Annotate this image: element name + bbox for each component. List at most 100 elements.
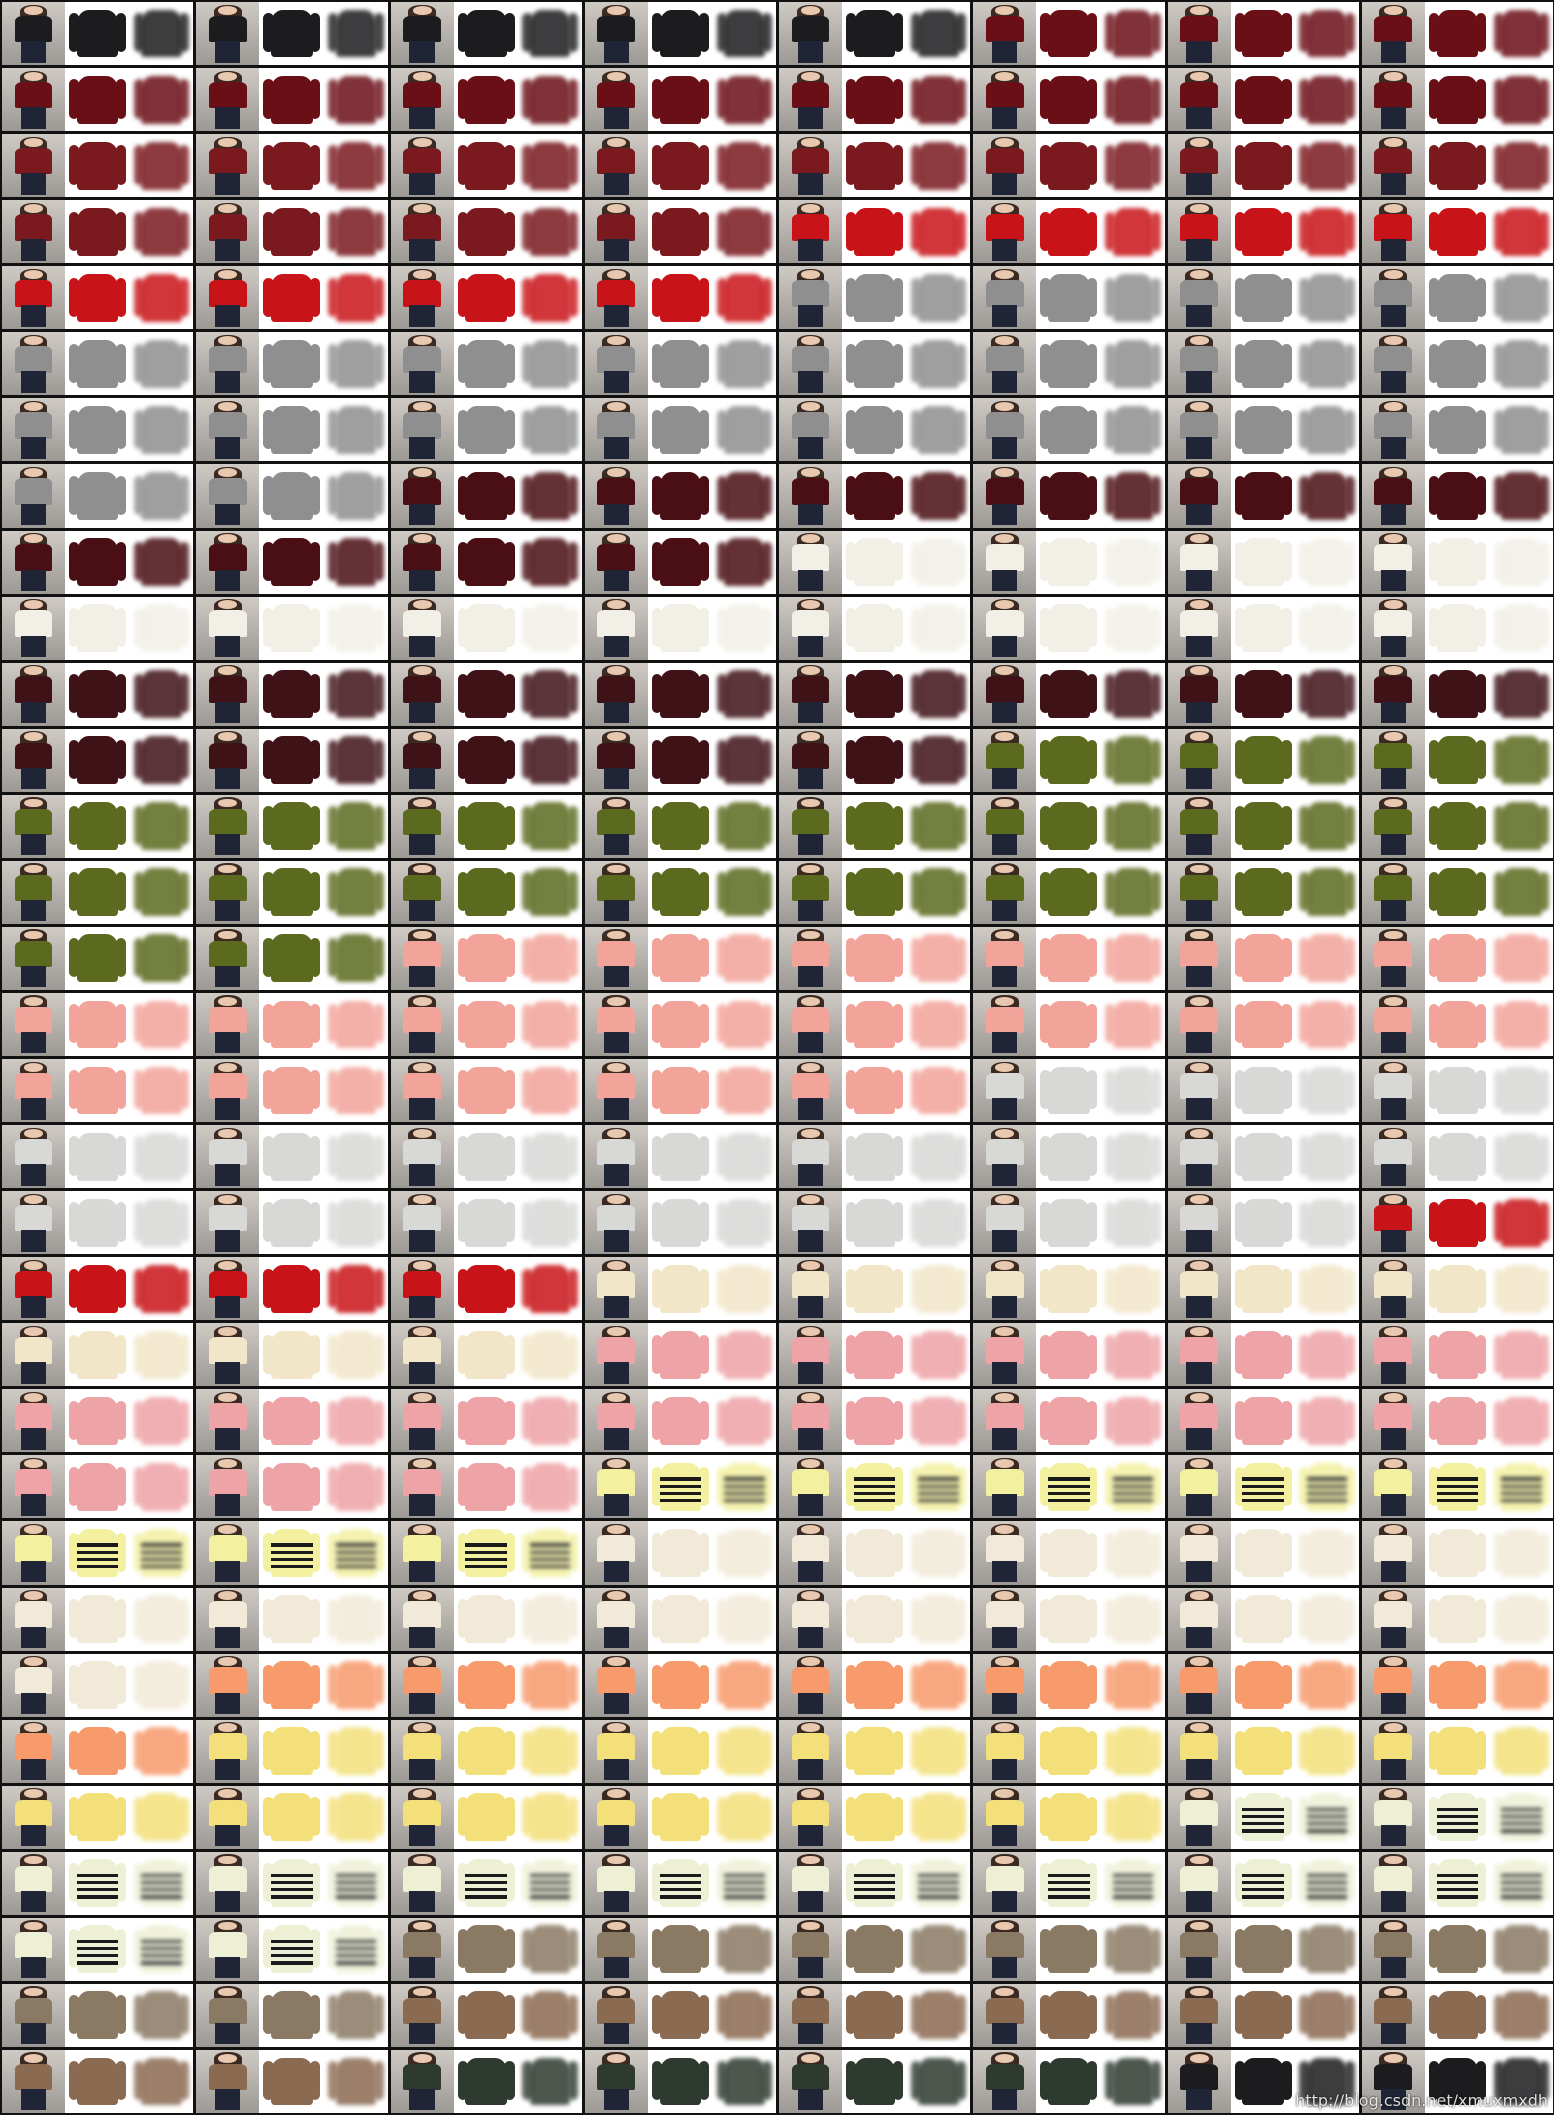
model-photo [390, 2, 454, 66]
garment-shape [1501, 934, 1542, 983]
model-top [985, 346, 1024, 373]
model-legs [992, 41, 1018, 63]
garment-shape [76, 736, 119, 785]
model-head [218, 1327, 238, 1336]
garment-shape [918, 1132, 959, 1181]
model-top [791, 874, 830, 902]
garment-shape [76, 604, 119, 653]
model-head [995, 468, 1015, 478]
product-photo [259, 2050, 324, 2113]
product-photo [1425, 1521, 1490, 1584]
model-legs [992, 1560, 1018, 1582]
sample-cell [194, 2047, 390, 2115]
garment-stripe [1436, 1829, 1479, 1833]
model-legs [603, 1098, 629, 1120]
garment-shape [1501, 1000, 1542, 1049]
sample-cell [1359, 1585, 1554, 1653]
model-legs [215, 569, 241, 592]
model-photo [779, 1983, 843, 2047]
generated-photo [1296, 332, 1359, 395]
sleeve-right [892, 343, 904, 383]
sample-cell [194, 594, 390, 662]
sleeve-right [504, 13, 515, 53]
sample-cell [0, 0, 196, 68]
generated-photo [713, 1786, 776, 1849]
product-photo [648, 1125, 713, 1188]
model-top [403, 1403, 441, 1430]
model-top [403, 280, 441, 307]
model-photo [973, 68, 1037, 132]
product-photo [842, 1654, 907, 1717]
sample-cell [971, 726, 1167, 794]
model-legs [215, 305, 241, 327]
model-head [412, 1393, 432, 1402]
garment-stripe [335, 1564, 377, 1569]
model-top [14, 1799, 53, 1827]
garment-shape [918, 9, 959, 58]
model-photo [196, 926, 260, 990]
product-photo [1231, 1852, 1296, 1915]
model-photo [973, 398, 1037, 462]
garment-stripe [853, 1888, 896, 1892]
garment-stripe [1112, 1498, 1154, 1503]
generated-photo [519, 266, 582, 329]
sleeve-left [263, 145, 274, 185]
model-photo [1167, 266, 1231, 330]
product-photo [1425, 1191, 1490, 1254]
model-top [403, 1733, 441, 1760]
sleeve-right [1344, 145, 1355, 185]
model-photo [779, 1389, 843, 1453]
model-top [1180, 1601, 1218, 1628]
model-legs [215, 1098, 241, 1120]
model-top [791, 1204, 830, 1232]
sleeve-left [1299, 409, 1310, 449]
garment-shape [1306, 1661, 1348, 1710]
model-top [791, 742, 830, 770]
garment-stripe [1242, 1491, 1284, 1496]
garment-shape [918, 1991, 959, 2040]
product-photo [1036, 332, 1101, 395]
model-top [1374, 1865, 1413, 1893]
garment-shape [465, 1132, 507, 1181]
generated-photo [1101, 1852, 1164, 1915]
product-photo [648, 1918, 713, 1981]
garment-shape [529, 75, 571, 124]
model-head [412, 1591, 432, 1601]
model-photo [779, 992, 843, 1056]
model-top [985, 1667, 1024, 1694]
garment-shape [724, 339, 765, 388]
generated-photo [130, 1786, 193, 1849]
garment-stripe [271, 1543, 313, 1547]
garment-shape [335, 1595, 377, 1643]
model-photo [584, 1851, 648, 1915]
sleeve-left [846, 343, 857, 383]
model-head [606, 1327, 626, 1336]
garment-stripe [724, 1498, 765, 1503]
model-photo [390, 1653, 454, 1717]
model-photo [1361, 2, 1425, 66]
product-photo [1425, 1918, 1490, 1981]
model-photo [390, 860, 454, 924]
garment-stripe [853, 1873, 896, 1878]
model-top [1374, 2063, 1413, 2091]
model-top [985, 1271, 1024, 1298]
sample-cell [971, 858, 1167, 926]
product-photo [1036, 2050, 1101, 2113]
garment-stripe [918, 1491, 959, 1496]
sleeve-left [651, 13, 663, 53]
garment-stripe [76, 1880, 119, 1885]
garment-shape [1112, 1991, 1154, 2040]
product-photo [259, 1918, 324, 1981]
garment-stripe [1242, 1873, 1284, 1878]
model-top [1374, 15, 1413, 43]
sleeve-right [1344, 409, 1355, 449]
generated-photo [1101, 464, 1164, 527]
model-top [1374, 1006, 1413, 1034]
garment-shape [1436, 339, 1479, 388]
garment-shape [1501, 538, 1542, 586]
model-top [14, 1733, 53, 1760]
garment-shape [271, 141, 313, 190]
model-top [1180, 1271, 1218, 1298]
model-top [1180, 1469, 1218, 1496]
model-top [597, 1271, 636, 1298]
